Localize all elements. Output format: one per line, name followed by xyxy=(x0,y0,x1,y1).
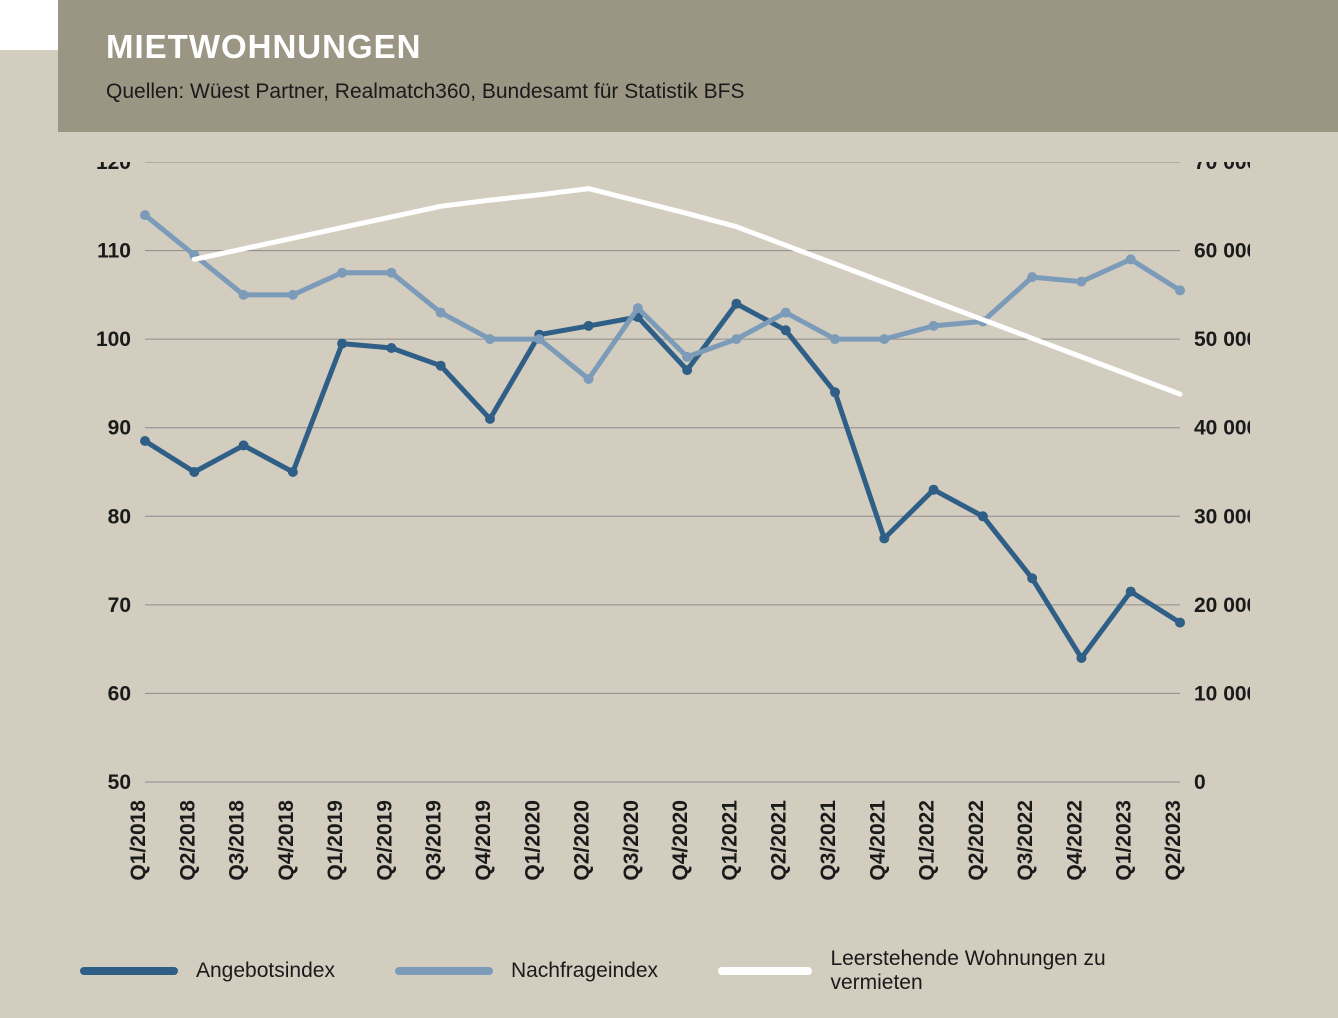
x-category-label: Q4/2022 xyxy=(1063,800,1086,881)
series-marker-nachfrage xyxy=(386,268,396,278)
series-marker-nachfrage xyxy=(436,308,446,318)
x-category-label: Q1/2018 xyxy=(127,800,150,881)
y-right-tick-label: 10 000 xyxy=(1194,682,1250,705)
chart-title: MIETWOHNUNGEN xyxy=(106,28,1338,66)
chart-legend: Angebotsindex Nachfrageindex Leerstehende … xyxy=(80,946,1250,996)
series-marker-angebot xyxy=(929,485,939,495)
series-marker-nachfrage xyxy=(288,290,298,300)
page: MIETWOHNUNGEN Quellen: Wüest Partner, Re… xyxy=(0,0,1338,1018)
series-marker-angebot xyxy=(1126,587,1136,597)
series-marker-nachfrage xyxy=(830,334,840,344)
series-marker-nachfrage xyxy=(929,321,939,331)
x-category-label: Q1/2022 xyxy=(916,800,939,881)
x-category-label: Q4/2018 xyxy=(275,800,298,881)
series-marker-nachfrage xyxy=(731,334,741,344)
legend-swatch-nachfrage xyxy=(395,967,493,975)
x-category-label: Q3/2020 xyxy=(620,800,643,881)
y-left-tick-label: 60 xyxy=(108,682,131,705)
y-left-tick-label: 70 xyxy=(108,594,131,617)
series-marker-angebot xyxy=(879,533,889,543)
x-category-label: Q3/2018 xyxy=(226,800,249,881)
series-marker-angebot xyxy=(239,440,249,450)
y-right-tick-label: 20 000 xyxy=(1194,594,1250,617)
chart-header: MIETWOHNUNGEN Quellen: Wüest Partner, Re… xyxy=(58,0,1338,132)
series-marker-nachfrage xyxy=(1126,254,1136,264)
series-marker-nachfrage xyxy=(781,308,791,318)
series-marker-angebot xyxy=(288,467,298,477)
y-right-tick-label: 50 000 xyxy=(1194,328,1250,351)
series-line-leerstand xyxy=(194,189,1180,395)
series-marker-angebot xyxy=(830,387,840,397)
x-category-label: Q1/2020 xyxy=(521,800,544,881)
line-chart-svg: 50 0 60 10 000 70 20 000 80 30 000 90 40 000 100 50… xyxy=(80,162,1250,952)
legend-swatch-angebot xyxy=(80,967,178,975)
x-category-label: Q2/2023 xyxy=(1162,800,1185,881)
y-right-tick-label: 40 000 xyxy=(1194,417,1250,440)
series-marker-nachfrage xyxy=(485,334,495,344)
series-marker-angebot xyxy=(1027,573,1037,583)
legend-item-nachfrage: Nachfrageindex xyxy=(395,959,658,983)
x-category-label: Q2/2021 xyxy=(768,800,791,881)
y-left-tick-label: 80 xyxy=(108,505,131,528)
legend-label-nachfrage: Nachfrageindex xyxy=(511,959,658,983)
chart-subtitle: Quellen: Wüest Partner, Realmatch360, Bu… xyxy=(106,80,1338,104)
x-category-label: Q3/2019 xyxy=(423,800,446,881)
x-category-label: Q2/2019 xyxy=(373,800,396,881)
series-marker-angebot xyxy=(189,467,199,477)
x-category-label: Q2/2020 xyxy=(571,800,594,881)
series-marker-angebot xyxy=(978,511,988,521)
y-right-tick-label: 60 000 xyxy=(1194,240,1250,263)
y-left-tick-label: 90 xyxy=(108,417,131,440)
series-marker-nachfrage xyxy=(584,374,594,384)
series-marker-nachfrage xyxy=(337,268,347,278)
series-marker-nachfrage xyxy=(633,303,643,313)
y-left-tick-label: 120 xyxy=(96,162,131,174)
series-marker-angebot xyxy=(781,325,791,335)
series-marker-angebot xyxy=(1175,618,1185,628)
x-category-label: Q4/2020 xyxy=(669,800,692,881)
y-left-tick-label: 100 xyxy=(96,328,131,351)
legend-swatch-leerstand xyxy=(718,967,812,975)
x-category-label: Q1/2019 xyxy=(324,800,347,881)
legend-label-leerstand: Leerstehende Wohnungen zu vermieten xyxy=(830,947,1190,995)
series-marker-angebot xyxy=(485,414,495,424)
series-marker-nachfrage xyxy=(1175,285,1185,295)
y-right-tick-label: 0 xyxy=(1194,771,1206,794)
series-marker-angebot xyxy=(1076,653,1086,663)
legend-item-angebot: Angebotsindex xyxy=(80,959,335,983)
legend-label-angebot: Angebotsindex xyxy=(196,959,335,983)
y-left-tick-label: 50 xyxy=(108,771,131,794)
x-category-label: Q1/2023 xyxy=(1113,800,1136,881)
y-right-tick-label: 30 000 xyxy=(1194,505,1250,528)
series-marker-nachfrage xyxy=(534,334,544,344)
y-left-tick-label: 110 xyxy=(97,240,131,263)
x-category-label: Q4/2021 xyxy=(866,800,889,881)
series-marker-angebot xyxy=(584,321,594,331)
x-category-label: Q2/2018 xyxy=(176,800,199,881)
series-marker-nachfrage xyxy=(682,352,692,362)
legend-item-leerstand: Leerstehende Wohnungen zu vermieten xyxy=(718,947,1190,995)
series-marker-angebot xyxy=(337,339,347,349)
series-line-nachfrage xyxy=(145,215,1180,379)
series-marker-angebot xyxy=(436,361,446,371)
x-category-label: Q1/2021 xyxy=(718,800,741,881)
series-marker-angebot xyxy=(386,343,396,353)
series-marker-nachfrage xyxy=(1076,277,1086,287)
x-category-label: Q2/2022 xyxy=(965,800,988,881)
series-marker-nachfrage xyxy=(879,334,889,344)
series-marker-nachfrage xyxy=(239,290,249,300)
series-marker-angebot xyxy=(682,365,692,375)
x-category-label: Q3/2022 xyxy=(1014,800,1037,881)
x-category-label: Q4/2019 xyxy=(472,800,495,881)
series-marker-angebot xyxy=(140,436,150,446)
chart-area: 50 0 60 10 000 70 20 000 80 30 000 90 40 000 100 50… xyxy=(80,162,1250,982)
y-right-tick-label: 70 000 xyxy=(1194,162,1250,174)
series-marker-nachfrage xyxy=(1027,272,1037,282)
x-category-label: Q3/2021 xyxy=(817,800,840,881)
series-marker-angebot xyxy=(731,299,741,309)
series-marker-nachfrage xyxy=(140,210,150,220)
